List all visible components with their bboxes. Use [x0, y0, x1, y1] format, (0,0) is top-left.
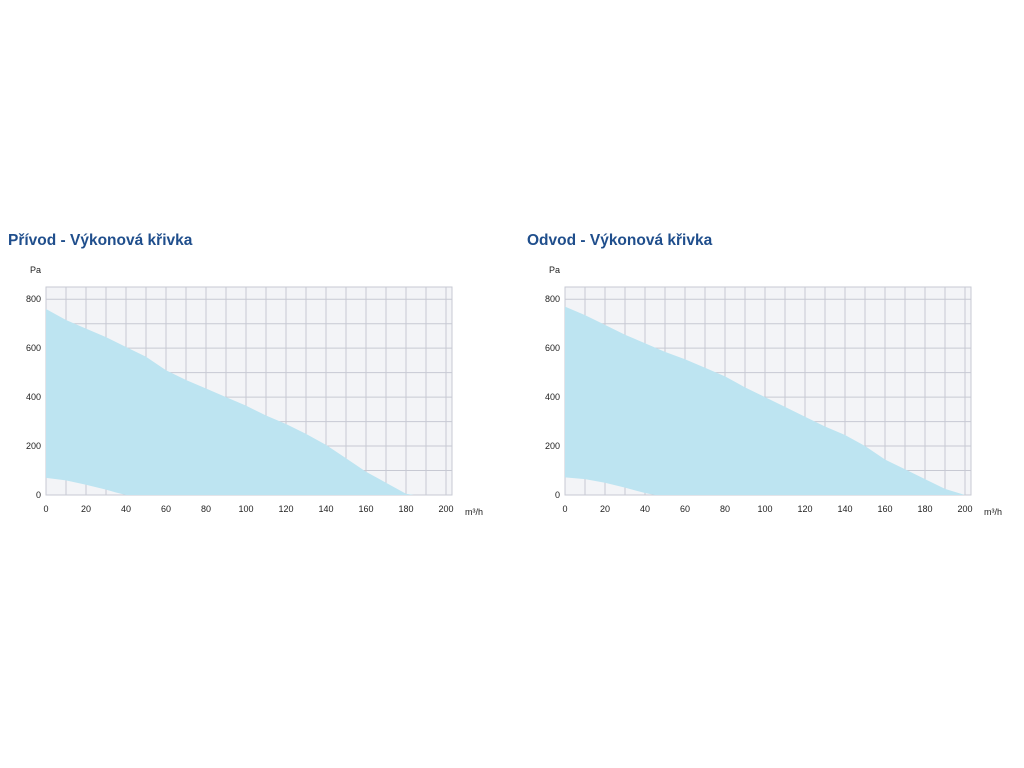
- x-tick-label: 100: [757, 504, 772, 514]
- operating-range-area: [565, 306, 965, 495]
- x-tick-label: 0: [43, 504, 48, 514]
- x-tick-label: 160: [358, 504, 373, 514]
- y-tick-label: 800: [26, 294, 41, 304]
- x-tick-label: 80: [720, 504, 730, 514]
- x-tick-label: 140: [318, 504, 333, 514]
- x-axis-label: m³/h: [465, 507, 483, 517]
- y-tick-label: 600: [26, 343, 41, 353]
- y-tick-label: 200: [545, 441, 560, 451]
- x-tick-label: 20: [81, 504, 91, 514]
- x-tick-label: 40: [640, 504, 650, 514]
- x-tick-label: 200: [438, 504, 453, 514]
- x-tick-label: 160: [877, 504, 892, 514]
- x-tick-label: 0: [562, 504, 567, 514]
- x-tick-label: 20: [600, 504, 610, 514]
- chart-title: Přívod - Výkonová křivka: [8, 232, 193, 249]
- y-tick-label: 600: [545, 343, 560, 353]
- x-tick-label: 120: [797, 504, 812, 514]
- performance-chart: 0 20 40 60 80 100 120 140 160 180 200 0 200 400 600 800…: [545, 265, 1002, 517]
- chart-panel-odvod: Odvod - Výkonová křivka 0 20 40 60 80 100 120 1…: [527, 228, 1024, 528]
- y-tick-label: 400: [545, 392, 560, 402]
- y-tick-label: 0: [36, 490, 41, 500]
- x-tick-label: 80: [201, 504, 211, 514]
- y-axis-label: Pa: [30, 265, 41, 275]
- y-axis-label: Pa: [549, 265, 560, 275]
- x-tick-label: 40: [121, 504, 131, 514]
- y-tick-label: 800: [545, 294, 560, 304]
- chart-panel-privod: Přívod - Výkonová křivka 0 20 40 60 80 100 120…: [8, 228, 508, 528]
- x-axis-label: m³/h: [984, 507, 1002, 517]
- operating-range-area: [46, 309, 414, 495]
- y-tick-label: 200: [26, 441, 41, 451]
- x-tick-label: 100: [238, 504, 253, 514]
- chart-title: Odvod - Výkonová křivka: [527, 232, 713, 249]
- x-tick-label: 60: [161, 504, 171, 514]
- x-tick-label: 120: [278, 504, 293, 514]
- x-tick-label: 200: [957, 504, 972, 514]
- x-tick-label: 60: [680, 504, 690, 514]
- x-tick-label: 180: [398, 504, 413, 514]
- y-tick-label: 0: [555, 490, 560, 500]
- x-tick-label: 140: [837, 504, 852, 514]
- y-tick-label: 400: [26, 392, 41, 402]
- x-tick-label: 180: [917, 504, 932, 514]
- performance-chart: 0 20 40 60 80 100 120 140 160 180 200 0 200 400 600 800…: [26, 265, 483, 517]
